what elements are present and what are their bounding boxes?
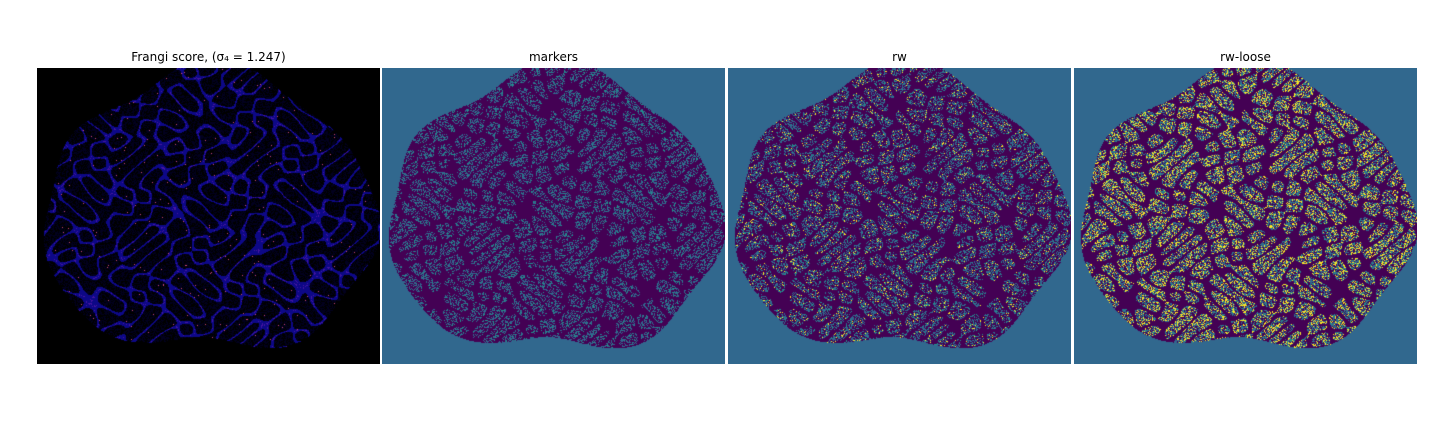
rw-canvas (728, 68, 1071, 364)
markers-canvas (382, 68, 725, 364)
panel-title-rw-loose: rw-loose (1220, 50, 1271, 64)
frangi-canvas (37, 68, 380, 364)
panel-title-markers: markers (528, 50, 579, 64)
panel-title-rw: rw (892, 50, 907, 64)
markers-image (382, 68, 725, 364)
rw-image (728, 68, 1071, 364)
rw-loose-image (1074, 68, 1417, 364)
frangi-score-image (37, 68, 380, 364)
panel-title-frangi: Frangi score, (σ₄ = 1.247) (131, 50, 286, 64)
rw-loose-canvas (1074, 68, 1417, 364)
